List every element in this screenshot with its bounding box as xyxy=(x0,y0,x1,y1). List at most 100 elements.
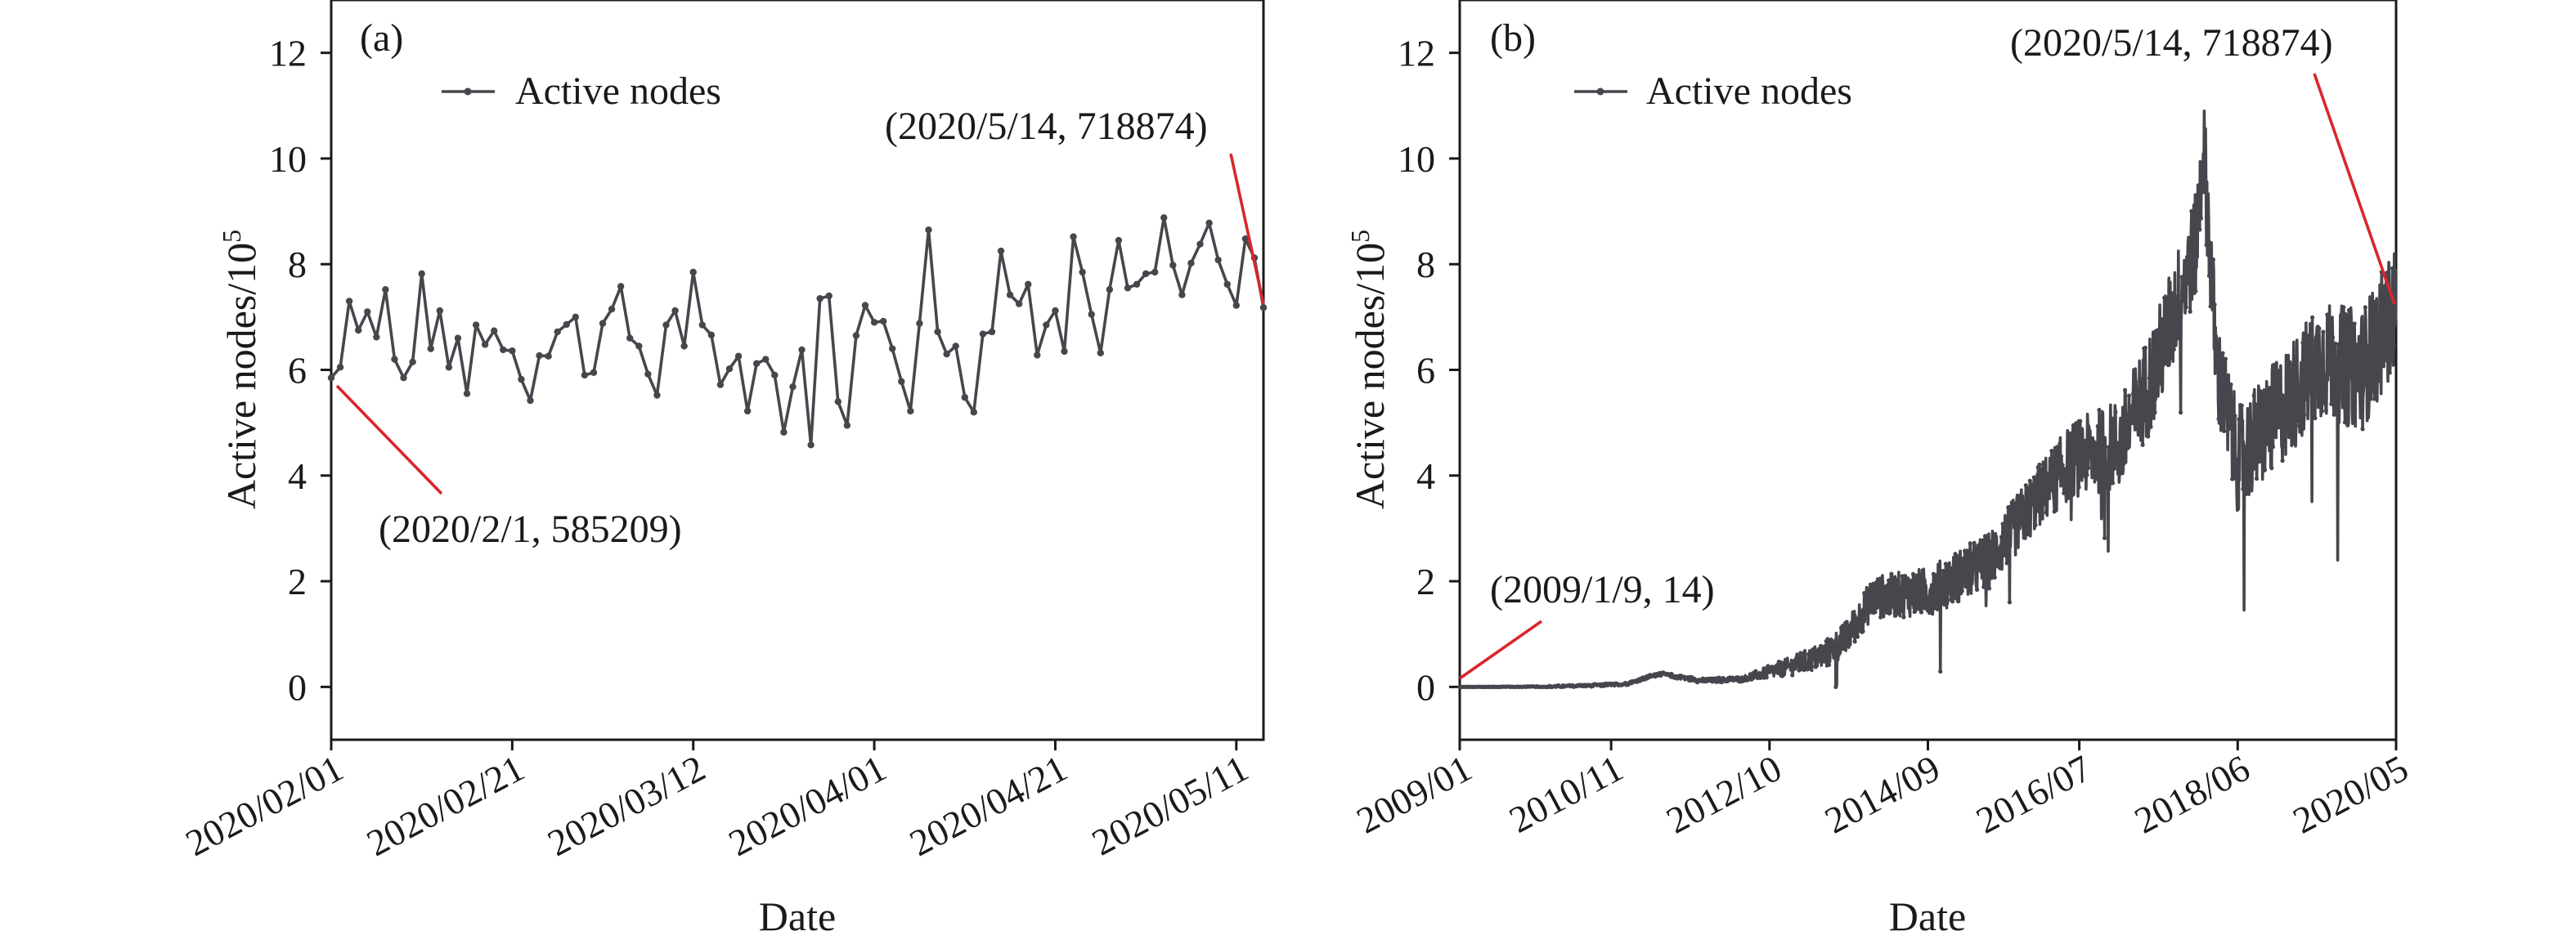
data-point xyxy=(2372,386,2377,391)
data-point xyxy=(2210,298,2215,303)
data-point xyxy=(327,374,335,382)
data-point xyxy=(1950,599,1955,604)
data-point xyxy=(2132,418,2137,423)
panel-b-x-axis-title: Date xyxy=(1889,893,1966,939)
data-point xyxy=(2246,455,2251,460)
data-point xyxy=(1079,268,1086,276)
data-point xyxy=(2306,391,2311,396)
data-point xyxy=(2146,434,2151,439)
data-point xyxy=(907,407,914,415)
data-point xyxy=(1919,610,1924,615)
data-point xyxy=(1972,547,1977,553)
data-point xyxy=(1957,560,1962,565)
data-point xyxy=(2214,354,2219,360)
data-point xyxy=(1124,284,1132,292)
data-point xyxy=(979,330,987,338)
data-point xyxy=(2307,386,2312,391)
data-point xyxy=(1822,645,1828,651)
data-point xyxy=(1844,620,1849,624)
data-point xyxy=(743,407,752,415)
data-point xyxy=(2078,419,2083,423)
data-point xyxy=(1981,584,1986,589)
data-point xyxy=(2179,275,2184,280)
data-point xyxy=(1914,602,1919,607)
data-point xyxy=(2162,295,2167,300)
data-point xyxy=(1966,553,1972,558)
data-point xyxy=(1892,589,1896,594)
data-point xyxy=(2130,392,2136,396)
data-point xyxy=(653,392,661,399)
data-point xyxy=(771,371,779,379)
data-point xyxy=(2381,292,2385,297)
data-point xyxy=(2254,476,2260,481)
data-point xyxy=(2122,387,2128,392)
y-tick-label: 6 xyxy=(288,350,307,392)
data-point xyxy=(2311,389,2316,395)
data-point xyxy=(2219,426,2224,431)
data-point xyxy=(2134,411,2140,417)
data-point xyxy=(2138,392,2144,396)
data-point xyxy=(2148,424,2153,429)
data-point xyxy=(1990,531,1996,537)
data-point xyxy=(1887,578,1892,583)
panel-a-y-axis-title-exponent: 5 xyxy=(217,230,246,243)
data-point xyxy=(2376,325,2381,330)
data-point xyxy=(1817,648,1822,653)
data-point xyxy=(2292,441,2297,446)
data-point xyxy=(2041,465,2046,470)
data-point xyxy=(2245,443,2250,449)
data-point xyxy=(617,283,625,290)
data-point xyxy=(1986,580,1990,585)
data-point xyxy=(400,374,407,382)
data-point xyxy=(2033,523,2038,528)
panel-a-annotation-end-label: (2020/5/14, 718874) xyxy=(885,105,1208,148)
data-point xyxy=(481,341,489,348)
data-point xyxy=(725,365,734,373)
data-point xyxy=(1025,280,1032,288)
data-point xyxy=(2374,309,2379,314)
data-point xyxy=(2163,361,2168,366)
data-point xyxy=(1998,566,2003,571)
data-point xyxy=(2314,334,2319,339)
data-point xyxy=(518,375,525,383)
data-point xyxy=(1848,624,1853,629)
data-point xyxy=(1811,654,1816,659)
data-point xyxy=(2270,445,2276,450)
data-point xyxy=(472,321,480,329)
data-point xyxy=(1922,577,1927,582)
data-point xyxy=(2258,389,2264,394)
data-point xyxy=(1802,649,1807,655)
data-point xyxy=(1885,583,1890,588)
data-point xyxy=(2287,427,2291,433)
data-point xyxy=(2251,393,2256,398)
data-point xyxy=(1965,571,1970,576)
data-point xyxy=(2056,459,2061,465)
data-point xyxy=(1912,609,1917,615)
data-point xyxy=(635,342,643,350)
data-point xyxy=(2310,315,2315,320)
data-point xyxy=(1934,573,1939,578)
data-point xyxy=(2058,454,2064,459)
data-point xyxy=(2382,325,2387,330)
data-point xyxy=(671,307,679,315)
data-point xyxy=(2363,305,2367,310)
data-point xyxy=(2385,271,2390,275)
data-point xyxy=(2366,387,2371,392)
data-point xyxy=(1897,607,1902,612)
data-point xyxy=(2321,329,2326,334)
data-point xyxy=(2282,410,2288,415)
data-point xyxy=(734,352,743,360)
data-point xyxy=(1986,586,1992,591)
data-point xyxy=(409,358,416,366)
data-point xyxy=(2060,463,2065,468)
data-point xyxy=(1943,562,1948,566)
data-point xyxy=(2113,410,2118,414)
data-point xyxy=(1160,214,1168,222)
data-point xyxy=(970,409,978,416)
data-point xyxy=(2201,190,2206,195)
data-point xyxy=(2228,382,2233,387)
data-point xyxy=(2011,509,2016,514)
data-point xyxy=(2322,373,2327,378)
data-point xyxy=(1990,558,1995,564)
